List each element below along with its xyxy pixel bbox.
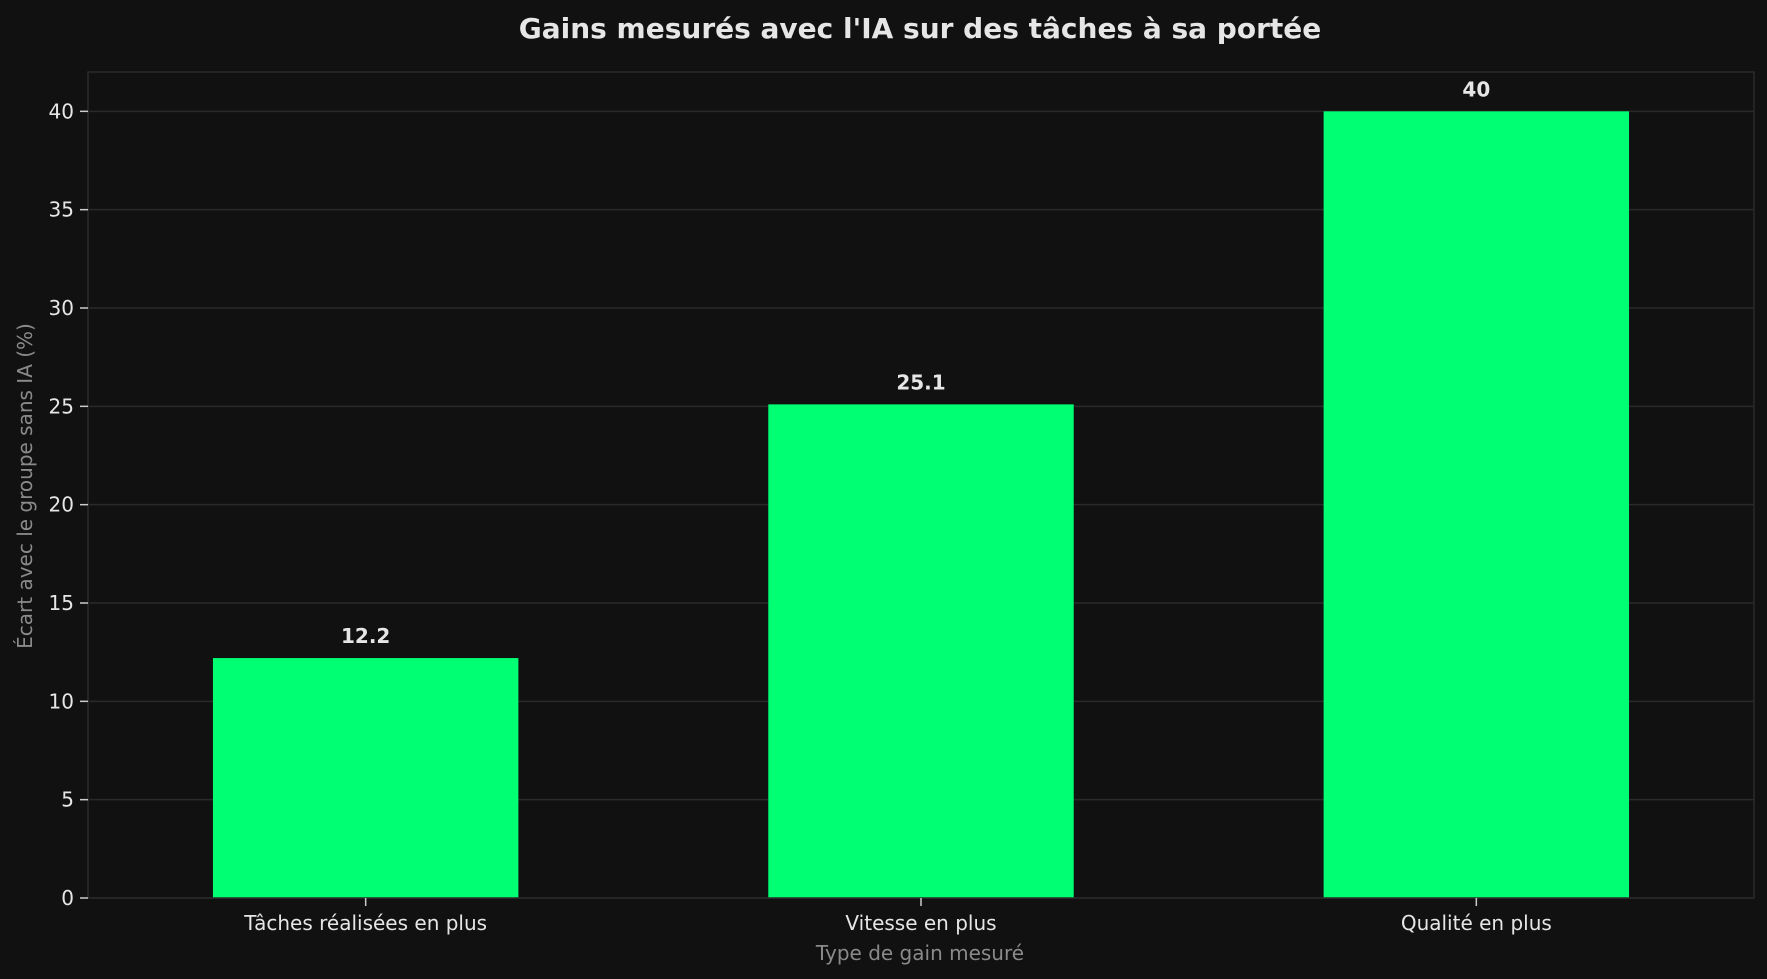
value-labels: 12.2 25.1 40 <box>341 77 1490 648</box>
y-tick-label: 20 <box>49 493 74 517</box>
y-tick-label: 15 <box>49 591 74 615</box>
x-axis-label: Type de gain mesuré <box>815 941 1024 965</box>
bar-value-label: 12.2 <box>341 624 390 648</box>
y-tick-label: 25 <box>49 394 74 418</box>
y-tick-label: 40 <box>49 99 74 123</box>
bar-value-label: 25.1 <box>896 370 945 394</box>
y-tick-label: 5 <box>61 788 74 812</box>
y-tick-label: 30 <box>49 296 74 320</box>
bar <box>768 404 1074 898</box>
bars <box>212 111 1630 899</box>
bar <box>212 658 519 898</box>
bar <box>1323 111 1630 899</box>
y-tick-label: 35 <box>49 198 74 222</box>
y-tick-label: 10 <box>49 689 74 713</box>
x-tick-label: Qualité en plus <box>1401 911 1552 935</box>
axis-ticks: 0 5 10 15 20 25 30 35 40 Tâches réalisées en plus… <box>49 99 1552 935</box>
y-tick-label: 0 <box>61 886 74 910</box>
x-tick-label: Tâches réalisées en plus <box>243 911 487 935</box>
bar-value-label: 40 <box>1462 77 1490 101</box>
y-axis-label: Écart avec le groupe sans IA (%) <box>13 323 37 649</box>
x-tick-label: Vitesse en plus <box>845 911 996 935</box>
chart-title: Gains mesurés avec l'IA sur des tâches à… <box>519 12 1322 45</box>
